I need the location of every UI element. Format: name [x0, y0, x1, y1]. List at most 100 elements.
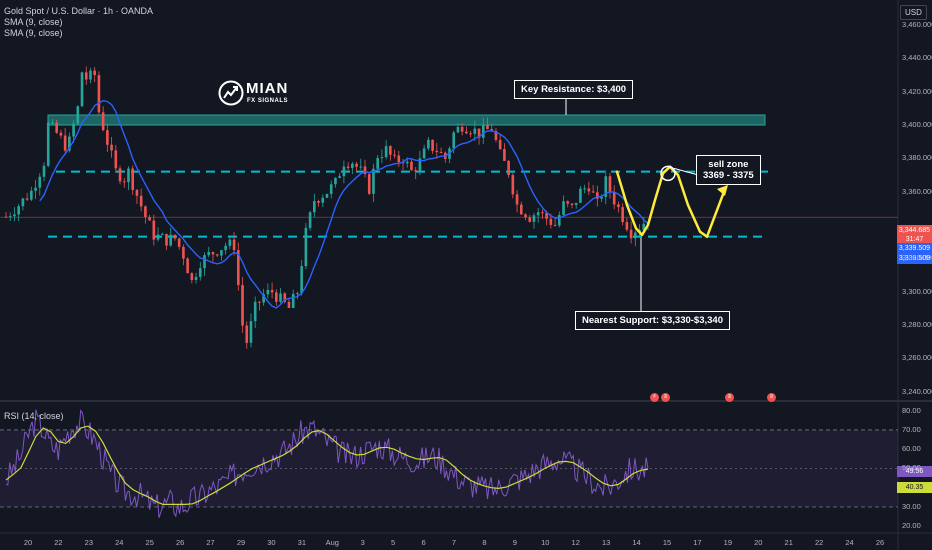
- candle-body: [308, 212, 312, 228]
- rsi-legend[interactable]: RSI (14, close): [4, 411, 64, 421]
- time-tick-label: 3: [360, 538, 365, 547]
- candle-body: [604, 176, 608, 197]
- countdown-tag: 31:47: [897, 234, 932, 245]
- time-tick-label: 22: [54, 538, 63, 547]
- candle-body: [173, 234, 177, 239]
- rsi-ma-value-tag: 40.35: [897, 482, 932, 493]
- sma-legend-1[interactable]: SMA (9, close): [4, 17, 63, 27]
- price-tick-label: 3,400.000: [902, 120, 932, 129]
- candle-body: [55, 122, 58, 133]
- candle-body: [460, 127, 464, 132]
- candle-body: [380, 157, 384, 159]
- candle-body: [418, 158, 422, 172]
- price-tick-label: 3,240.000: [902, 386, 932, 396]
- candle-body: [355, 163, 358, 167]
- time-tick-label: 21: [784, 538, 793, 547]
- candle-body: [291, 293, 295, 308]
- candle-body: [51, 122, 54, 124]
- time-tick-label: 20: [754, 538, 763, 547]
- candle-body: [625, 222, 629, 230]
- time-tick-label: 20: [23, 538, 33, 547]
- price-pane: [0, 0, 898, 400]
- candle-body: [80, 72, 84, 107]
- candle-body: [270, 289, 274, 293]
- time-tick-label: 27: [206, 538, 215, 547]
- candle-body: [13, 214, 16, 217]
- sma-line: [39, 99, 649, 309]
- candle-body: [63, 135, 67, 151]
- time-tick-label: 8: [482, 538, 487, 547]
- sma-legend-2[interactable]: SMA (9, close): [4, 28, 63, 38]
- candle-body: [494, 130, 498, 140]
- rsi-value-tag: 49.56: [897, 466, 932, 477]
- event-us-flag-icon-2[interactable]: ≡: [725, 393, 734, 402]
- rsi-tick-label: 20.00: [902, 521, 921, 531]
- candle-body: [253, 301, 257, 322]
- candle-body: [507, 160, 510, 176]
- candle-body: [557, 215, 561, 226]
- brand-logo: MIAN FX SIGNALS: [218, 80, 288, 111]
- candle-body: [410, 161, 413, 171]
- time-tick-label: 19: [723, 538, 733, 547]
- candle-body: [152, 220, 156, 240]
- candle-body: [524, 214, 527, 218]
- candle-body: [405, 161, 409, 164]
- candle-body: [211, 252, 215, 255]
- candle-body: [376, 157, 379, 169]
- candle-body: [72, 123, 75, 137]
- candle-body: [473, 128, 477, 134]
- current-price-tag: 3,344.685: [897, 225, 932, 236]
- time-tick-label: 26: [175, 538, 185, 547]
- sma-price-tag-2: 3,339.509: [897, 253, 932, 264]
- candle-body: [579, 188, 582, 203]
- candle-body: [220, 250, 223, 256]
- candle-body: [427, 139, 430, 149]
- rsi-band: [0, 429, 898, 507]
- currency-button[interactable]: USD: [900, 5, 927, 20]
- candle-body: [329, 184, 333, 194]
- candle-body: [84, 72, 88, 80]
- candle-body: [258, 301, 261, 303]
- candle-body: [245, 325, 249, 343]
- candle-body: [486, 125, 489, 130]
- projection-arrow-head: [717, 185, 728, 196]
- candle-body: [165, 233, 168, 246]
- time-tick-label: 24: [845, 538, 854, 547]
- rsi-tick-label: 80.00: [902, 405, 921, 415]
- candle-body: [198, 268, 202, 277]
- candle-body: [511, 175, 515, 195]
- event-us-flag-icon-1[interactable]: ≡: [661, 393, 670, 402]
- candle-body: [367, 174, 371, 194]
- candle-body: [249, 321, 253, 343]
- candle-body: [182, 246, 185, 259]
- event-us-flag-icon-3[interactable]: ≡: [767, 393, 776, 402]
- candle-body: [490, 129, 494, 131]
- candle-body: [389, 146, 392, 155]
- candle-body: [296, 293, 299, 295]
- candle-body: [553, 224, 557, 226]
- time-tick-label: 6: [421, 538, 426, 547]
- candle-body: [177, 238, 181, 247]
- candle-body: [148, 217, 151, 221]
- candle-body: [122, 181, 126, 183]
- candle-body: [617, 204, 620, 208]
- event-flash-icon[interactable]: ⚡: [650, 393, 659, 402]
- candle-body: [435, 150, 439, 153]
- candle-body: [346, 166, 350, 168]
- candle-body: [30, 190, 33, 200]
- candle-body: [503, 149, 506, 161]
- candle-body: [431, 139, 434, 151]
- candle-body: [363, 166, 367, 175]
- rsi-ma-line: [5, 425, 649, 505]
- candle-body: [456, 127, 460, 133]
- candle-body: [591, 191, 595, 193]
- price-tick-label: 3,380.000: [902, 153, 932, 163]
- candle-body: [545, 212, 548, 219]
- candle-body: [76, 106, 80, 124]
- candle-body: [562, 201, 565, 216]
- rsi-tick-label: 30.00: [902, 501, 921, 511]
- candle-body: [587, 188, 591, 192]
- candle-body: [160, 233, 164, 235]
- time-tick-label: 13: [601, 538, 611, 547]
